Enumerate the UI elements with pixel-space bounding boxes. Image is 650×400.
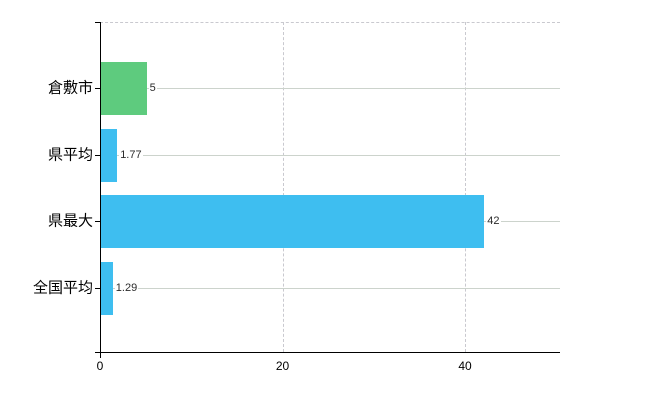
x-axis-line	[95, 352, 560, 353]
plot-top-border	[100, 22, 560, 23]
gridline-horizontal	[100, 287, 560, 289]
y-axis-category-tick	[95, 88, 100, 89]
bar-value-label: 42	[486, 214, 501, 228]
bar-value-label: 1.29	[114, 281, 139, 294]
bar	[101, 62, 147, 115]
gridline-horizontal	[100, 154, 560, 156]
y-axis-top-tick	[95, 22, 100, 23]
category-label: 倉敷市	[47, 79, 93, 97]
bar	[101, 261, 113, 315]
y-axis-line	[100, 22, 101, 358]
category-label: 全国平均	[32, 279, 93, 296]
category-label: 県平均	[47, 146, 93, 163]
gridline-vertical	[282, 22, 284, 352]
bar-value-label: 5	[148, 81, 157, 95]
x-tick-label: 40	[458, 359, 472, 373]
bar	[101, 195, 485, 248]
category-label: 県最大	[47, 212, 93, 230]
gridline-horizontal	[100, 88, 560, 89]
x-tick-label: 0	[96, 359, 104, 373]
y-axis-category-tick	[95, 154, 100, 156]
bar-value-label: 1.77	[119, 148, 143, 161]
bar	[101, 128, 118, 182]
gridline-vertical	[465, 22, 466, 352]
y-axis-category-tick	[95, 221, 100, 222]
x-tick-label: 20	[275, 359, 290, 373]
y-axis-category-tick	[95, 287, 100, 289]
